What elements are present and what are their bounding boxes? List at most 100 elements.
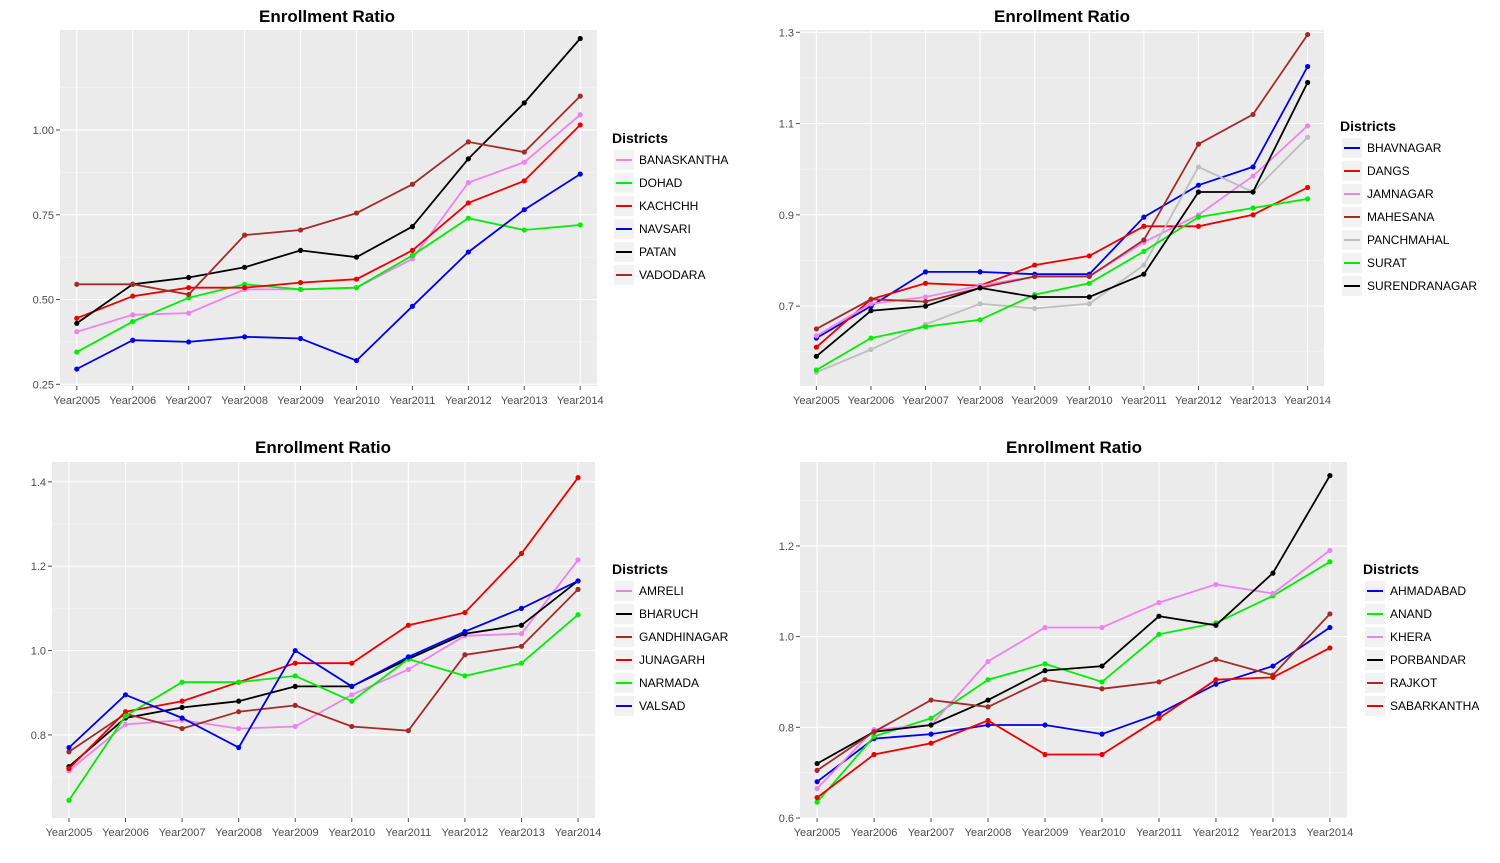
data-point [518, 643, 525, 649]
legend-label: VADODARA [639, 268, 705, 282]
data-point [1032, 305, 1038, 312]
data-point [1099, 663, 1105, 669]
data-point [518, 550, 525, 557]
data-point [1270, 590, 1276, 597]
data-point [1042, 661, 1048, 667]
data-point [349, 660, 355, 666]
data-point [353, 210, 360, 216]
data-point [130, 312, 136, 318]
x-tick-label: Year2014 [557, 395, 604, 407]
x-tick-label: Year2007 [165, 395, 212, 407]
x-tick-label: Year2008 [965, 827, 1012, 839]
data-point [465, 200, 471, 206]
x-tick-label: Year2012 [1175, 395, 1222, 407]
data-point [74, 315, 80, 321]
data-point [297, 279, 304, 286]
series-line [68, 588, 579, 753]
chart-panel-2: Enrollment Ratio 0.7 0.9 1.1 1.3 Year2005 Yea… [779, 7, 1478, 407]
data-point [241, 334, 248, 340]
legend-label: NARMADA [639, 676, 699, 690]
legend-title: Districts [1363, 561, 1419, 577]
x-tick-label: Year2010 [1066, 395, 1113, 407]
data-point [575, 612, 581, 618]
legend-label: BHAVNAGAR [1367, 141, 1442, 155]
data-point [74, 366, 80, 372]
legend-label: PANCHMAHAL [1367, 233, 1450, 247]
x-tick-label: Year2013 [1230, 395, 1277, 407]
y-tick-label: 1.00 [33, 125, 54, 137]
data-point [928, 715, 934, 721]
data-point [1099, 624, 1105, 631]
data-point [241, 264, 248, 270]
data-point [409, 303, 416, 309]
data-point [353, 285, 360, 291]
data-point [928, 740, 934, 746]
x-tick-label: Year2010 [333, 395, 380, 407]
data-point [868, 346, 874, 353]
data-point [1327, 473, 1333, 479]
chart-title: Enrollment Ratio [1006, 438, 1142, 457]
data-point [985, 677, 991, 683]
data-point [1305, 123, 1311, 129]
data-point [922, 269, 929, 275]
data-point [1141, 262, 1147, 268]
x-tick-label: Year2009 [1011, 395, 1058, 407]
data-point [1250, 111, 1256, 118]
data-point [236, 744, 242, 751]
x-tick-label: Year2007 [159, 827, 206, 839]
data-point [1156, 679, 1162, 685]
data-point [813, 353, 819, 359]
data-point [814, 767, 820, 773]
data-point [577, 171, 583, 177]
data-point [1141, 271, 1147, 277]
data-point [292, 683, 298, 689]
data-point [1099, 751, 1105, 758]
x-tick-label: Year2014 [1307, 827, 1354, 839]
legend-label: PATAN [639, 245, 676, 259]
series-line [76, 37, 581, 325]
chart-panel-3: Enrollment Ratio 0.8 1.0 1.2 1.4 Year2005 Yea… [31, 438, 729, 839]
data-point [1086, 280, 1092, 286]
data-point [928, 731, 934, 737]
data-point [814, 794, 820, 801]
series-line [815, 186, 1309, 348]
data-point [575, 578, 581, 584]
x-tick-label: Year2005 [53, 395, 100, 407]
data-point [1086, 253, 1092, 259]
legend-label: SABARKANTHA [1390, 699, 1479, 713]
chart-panel-4: Enrollment Ratio 0.6 0.8 1.0 1.2 Year2005 Yea… [779, 438, 1480, 839]
legend-title: Districts [612, 561, 668, 577]
data-point [1141, 237, 1147, 243]
data-point [1250, 164, 1256, 170]
data-point [349, 683, 355, 689]
x-tick-label: Year2012 [445, 395, 492, 407]
legend-label: VALSAD [639, 699, 686, 713]
data-point [518, 605, 525, 611]
data-point [814, 779, 820, 785]
data-point [465, 156, 471, 162]
data-point [130, 318, 136, 325]
x-tick-label: Year2005 [794, 827, 841, 839]
data-point [465, 249, 471, 255]
data-point [922, 298, 929, 305]
data-point [922, 280, 929, 286]
data-point [1042, 751, 1048, 758]
legend-label: DANGS [1367, 164, 1410, 178]
data-point [349, 692, 355, 698]
data-point [518, 631, 525, 637]
y-tick-label: 1.0 [779, 632, 794, 644]
data-point [1250, 189, 1256, 195]
data-point [353, 357, 360, 364]
data-point [1086, 301, 1092, 307]
data-point [74, 281, 80, 287]
data-point [349, 723, 355, 730]
x-tick-label: Year2012 [1193, 827, 1240, 839]
plot-area: 0.8 1.0 1.2 1.4 Year2005 Year2006 Year2007 Year… [31, 462, 601, 839]
data-point [521, 178, 527, 184]
legend-label: BHARUCH [639, 607, 698, 621]
data-point [1195, 189, 1202, 195]
y-tick-label: 1.4 [31, 477, 46, 489]
data-point [66, 766, 72, 772]
data-point [922, 294, 929, 300]
data-point [577, 112, 583, 118]
